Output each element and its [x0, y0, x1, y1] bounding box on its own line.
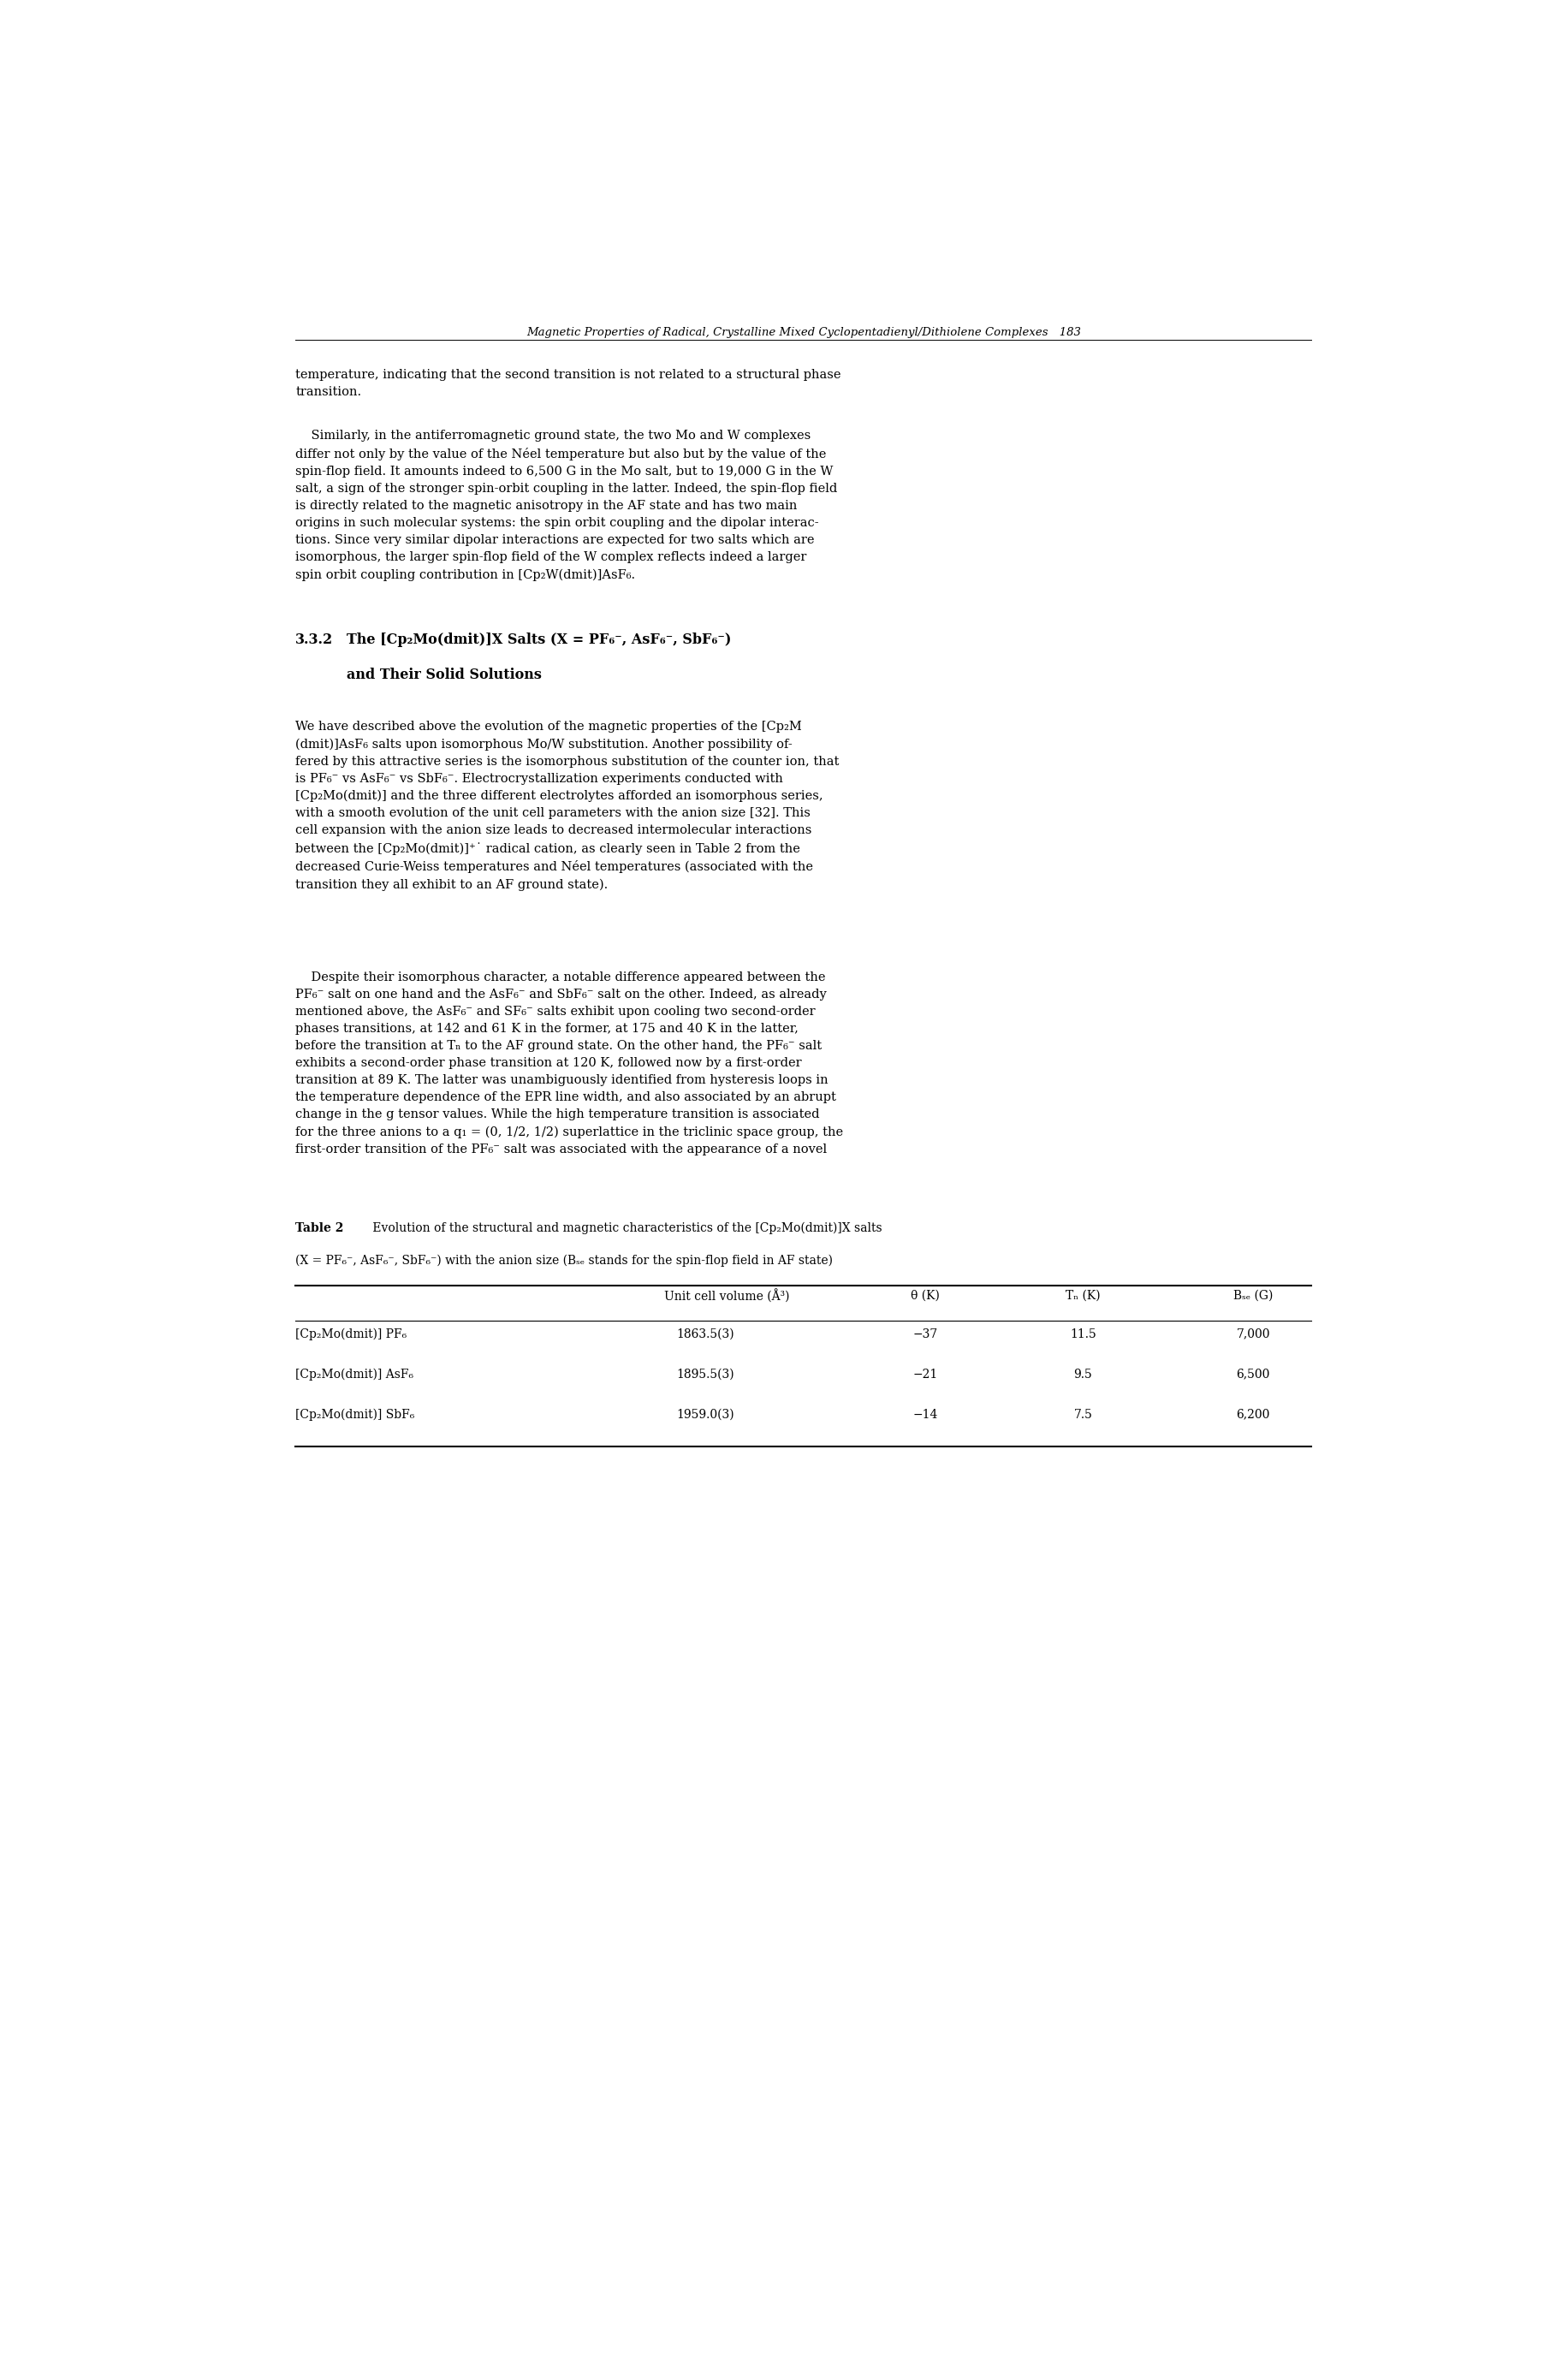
- Text: Despite their isomorphous character, a notable difference appeared between the
P: Despite their isomorphous character, a n…: [296, 972, 844, 1155]
- Text: 7,000: 7,000: [1236, 1328, 1270, 1340]
- Text: Similarly, in the antiferromagnetic ground state, the two Mo and W complexes
dif: Similarly, in the antiferromagnetic grou…: [296, 430, 837, 580]
- Text: 7.5: 7.5: [1074, 1409, 1093, 1421]
- Text: The [Cp₂Mo(dmit)]X Salts (X = PF₆⁻, AsF₆⁻, SbF₆⁻): The [Cp₂Mo(dmit)]X Salts (X = PF₆⁻, AsF₆…: [347, 632, 731, 646]
- Text: −14: −14: [913, 1409, 938, 1421]
- Text: 11.5: 11.5: [1069, 1328, 1096, 1340]
- Text: −21: −21: [913, 1369, 938, 1380]
- Text: Tₙ (K): Tₙ (K): [1066, 1290, 1101, 1302]
- Text: temperature, indicating that the second transition is not related to a structura: temperature, indicating that the second …: [296, 368, 842, 399]
- Text: Table 2: Table 2: [296, 1221, 343, 1233]
- Text: [Cp₂Mo(dmit)] AsF₆: [Cp₂Mo(dmit)] AsF₆: [296, 1369, 414, 1380]
- Text: and Their Solid Solutions: and Their Solid Solutions: [347, 668, 541, 682]
- Text: 1895.5(3): 1895.5(3): [676, 1369, 734, 1380]
- Text: Bₛₑ (G): Bₛₑ (G): [1234, 1290, 1273, 1302]
- Text: We have described above the evolution of the magnetic properties of the [Cp₂M
(d: We have described above the evolution of…: [296, 720, 839, 891]
- Text: 6,200: 6,200: [1237, 1409, 1270, 1421]
- Text: [Cp₂Mo(dmit)] PF₆: [Cp₂Mo(dmit)] PF₆: [296, 1328, 408, 1340]
- Text: 3.3.2: 3.3.2: [296, 632, 334, 646]
- Text: 1863.5(3): 1863.5(3): [676, 1328, 734, 1340]
- Text: 6,500: 6,500: [1237, 1369, 1270, 1380]
- Text: θ (K): θ (K): [911, 1290, 939, 1302]
- Text: (X = PF₆⁻, AsF₆⁻, SbF₆⁻) with the anion size (Bₛₑ stands for the spin-flop field: (X = PF₆⁻, AsF₆⁻, SbF₆⁻) with the anion …: [296, 1255, 833, 1266]
- Text: Magnetic Properties of Radical, Crystalline Mixed Cyclopentadienyl/Dithiolene Co: Magnetic Properties of Radical, Crystall…: [527, 328, 1080, 337]
- Text: 9.5: 9.5: [1074, 1369, 1093, 1380]
- Text: Evolution of the structural and magnetic characteristics of the [Cp₂Mo(dmit)]X s: Evolution of the structural and magnetic…: [368, 1221, 881, 1233]
- Text: 1959.0(3): 1959.0(3): [676, 1409, 734, 1421]
- Text: [Cp₂Mo(dmit)] SbF₆: [Cp₂Mo(dmit)] SbF₆: [296, 1409, 416, 1421]
- Text: Unit cell volume (Å³): Unit cell volume (Å³): [663, 1290, 789, 1304]
- Text: −37: −37: [913, 1328, 938, 1340]
